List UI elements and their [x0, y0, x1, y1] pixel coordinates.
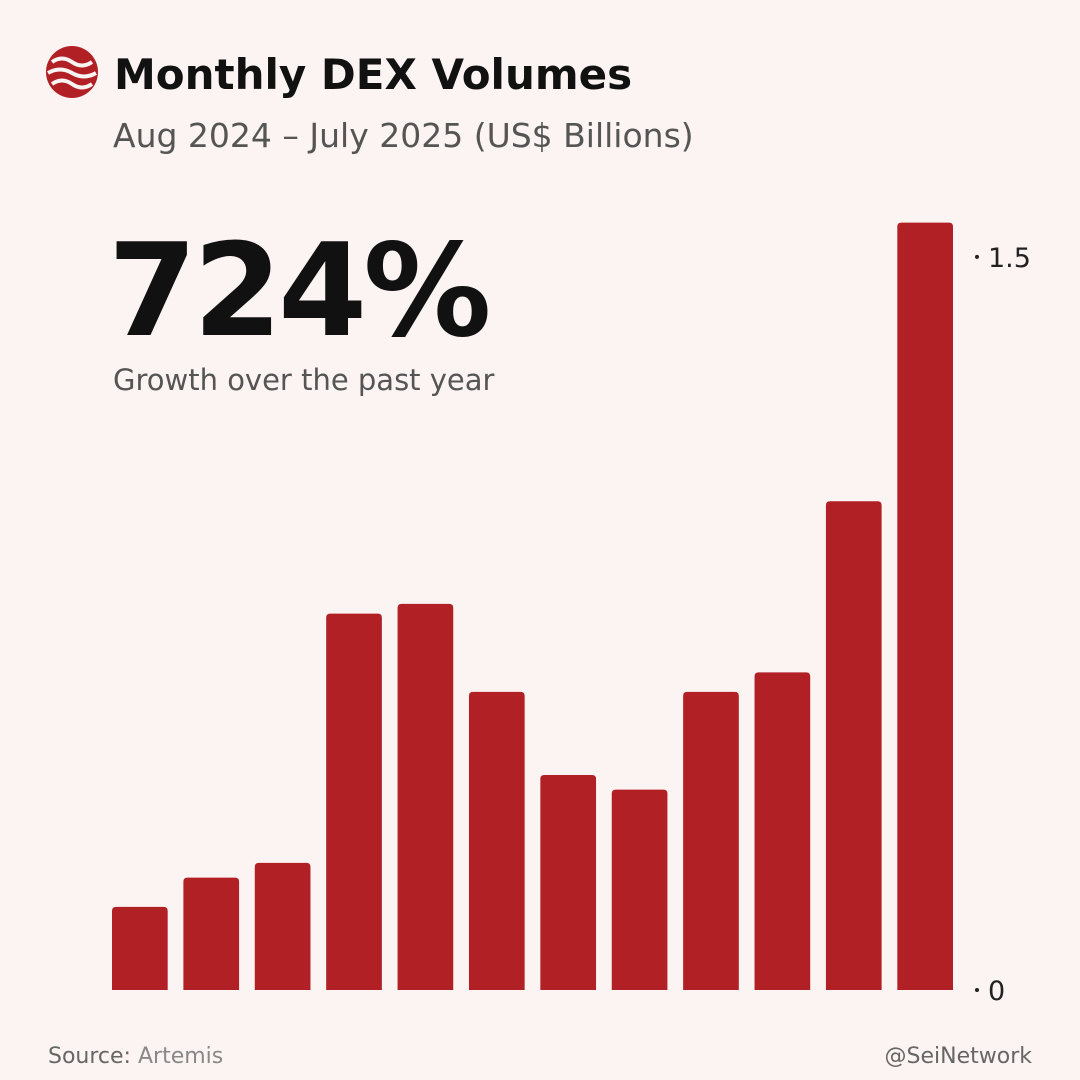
bar	[183, 877, 240, 990]
y-tick-mark	[975, 254, 979, 259]
bar	[397, 603, 454, 990]
logo	[46, 46, 98, 98]
headline: 724%	[108, 217, 488, 366]
bar	[825, 501, 882, 990]
bar	[611, 789, 668, 990]
headline-label: Growth over the past year	[113, 363, 495, 397]
bar	[540, 774, 597, 990]
source-name: Artemis	[138, 1044, 223, 1069]
chart-subtitle: Aug 2024 – July 2025 (US$ Billions)	[113, 116, 694, 155]
source-label: Source:	[48, 1044, 131, 1069]
bar	[897, 222, 953, 991]
y-tick-label: 0	[988, 976, 1005, 1007]
chart-title: Monthly DEX Volumes	[114, 50, 632, 99]
bar	[468, 691, 525, 990]
bar	[254, 862, 311, 990]
bar	[326, 613, 382, 990]
source: Source: Artemis	[48, 1044, 223, 1069]
y-tick-label: 1.5	[988, 243, 1031, 274]
bar	[112, 906, 168, 990]
handle: @SeiNetwork	[885, 1044, 1033, 1069]
y-tick-mark	[975, 988, 979, 992]
bar	[754, 672, 811, 990]
bar	[683, 691, 739, 990]
